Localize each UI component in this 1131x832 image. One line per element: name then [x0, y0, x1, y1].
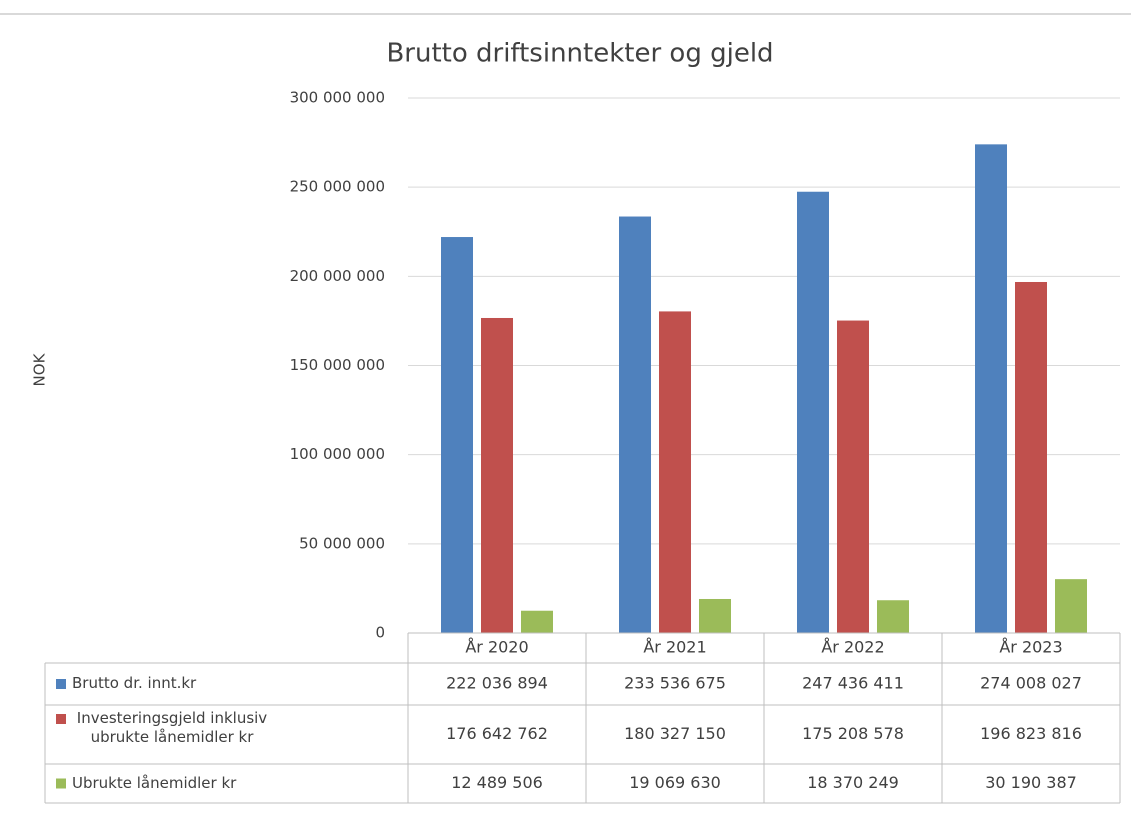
- table-value: 175 208 578: [802, 724, 904, 743]
- y-tick-label: 200 000 000: [290, 267, 385, 285]
- bar: [837, 320, 869, 633]
- bar: [1015, 281, 1047, 633]
- bar: [521, 610, 553, 633]
- bar: [659, 311, 691, 633]
- y-axis-label: NOK: [31, 352, 49, 386]
- x-tick-label: År 2023: [999, 638, 1062, 657]
- table-value: 222 036 894: [446, 674, 548, 693]
- bar: [441, 237, 473, 633]
- legend-swatch: [56, 778, 66, 789]
- legend-label: Ubrukte lånemidler kr: [72, 773, 237, 792]
- table-value: 233 536 675: [624, 674, 726, 693]
- bar: [699, 598, 731, 633]
- bar: [877, 600, 909, 633]
- bar: [481, 317, 513, 633]
- legend-swatch: [56, 714, 66, 724]
- table-value: 274 008 027: [980, 674, 1082, 693]
- table-value: 180 327 150: [624, 724, 726, 743]
- table-value: 18 370 249: [807, 773, 899, 792]
- table-value: 176 642 762: [446, 724, 548, 743]
- chart-title: Brutto driftsinntekter og gjeld: [386, 39, 773, 69]
- legend-label: Investeringsgjeld inklusiv ubrukte lånem…: [76, 709, 268, 746]
- y-tick-label: 150 000 000: [290, 356, 385, 374]
- bar: [619, 216, 651, 634]
- legend-swatch: [56, 679, 66, 689]
- y-tick-label: 300 000 000: [290, 89, 385, 107]
- table-value: 247 436 411: [802, 674, 904, 693]
- y-tick-label: 0: [375, 624, 385, 642]
- x-tick-label: År 2022: [821, 638, 884, 657]
- table-value: 196 823 816: [980, 724, 1082, 743]
- bar: [797, 191, 829, 633]
- y-tick-label: 50 000 000: [299, 534, 385, 552]
- legend-label: Brutto dr. innt.kr: [72, 674, 197, 692]
- bar: [975, 144, 1007, 633]
- bar: [1055, 579, 1087, 633]
- table-value: 19 069 630: [629, 773, 721, 792]
- table-value: 12 489 506: [451, 773, 543, 792]
- y-tick-label: 100 000 000: [290, 445, 385, 463]
- x-tick-label: År 2021: [643, 638, 706, 657]
- table-value: 30 190 387: [985, 773, 1077, 792]
- x-tick-label: År 2020: [465, 638, 528, 657]
- y-tick-label: 250 000 000: [290, 178, 385, 196]
